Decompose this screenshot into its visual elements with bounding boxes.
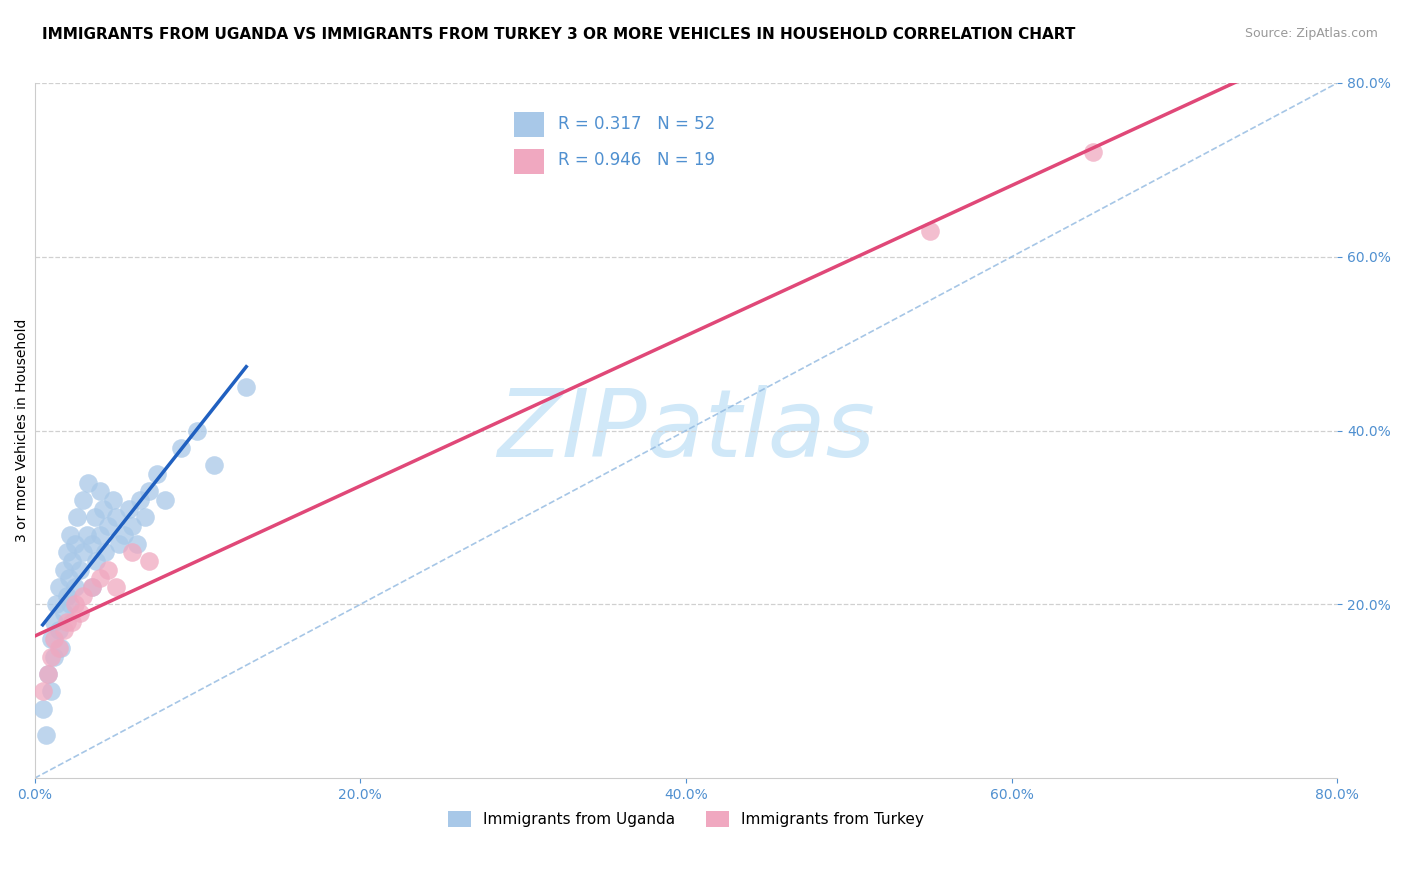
Point <box>80 580 103 594</box>
Point <box>48 580 70 594</box>
Point <box>37 667 59 681</box>
Point <box>39 632 62 647</box>
Point <box>80 536 103 550</box>
Point <box>97 563 120 577</box>
Point <box>72 545 94 559</box>
Y-axis label: 3 or more Vehicles in Household: 3 or more Vehicles in Household <box>15 319 30 542</box>
Point <box>45 598 67 612</box>
Point <box>170 441 193 455</box>
Point <box>202 458 225 473</box>
Point <box>97 519 120 533</box>
Point <box>39 684 62 698</box>
Point <box>52 606 75 620</box>
Point <box>52 624 75 638</box>
Point <box>65 598 87 612</box>
Point <box>89 571 111 585</box>
Point <box>235 380 257 394</box>
Point <box>66 510 89 524</box>
Point <box>93 545 115 559</box>
Point <box>77 475 100 490</box>
Legend: Immigrants from Uganda, Immigrants from Turkey: Immigrants from Uganda, Immigrants from … <box>441 805 929 833</box>
Point <box>104 580 127 594</box>
Point <box>121 545 143 559</box>
Point <box>118 501 141 516</box>
Point <box>42 649 65 664</box>
Point <box>129 493 152 508</box>
Point <box>89 484 111 499</box>
Point <box>186 424 208 438</box>
Point <box>60 554 83 568</box>
Point <box>58 571 80 585</box>
Point <box>108 536 131 550</box>
Text: ZIPatlas: ZIPatlas <box>498 385 875 476</box>
Point <box>138 484 160 499</box>
Point <box>91 501 114 516</box>
Point <box>76 528 98 542</box>
Text: Source: ZipAtlas.com: Source: ZipAtlas.com <box>1244 27 1378 40</box>
Point <box>134 510 156 524</box>
Point <box>80 580 103 594</box>
Point <box>56 615 79 629</box>
Point <box>138 554 160 568</box>
Point <box>86 554 108 568</box>
Text: IMMIGRANTS FROM UGANDA VS IMMIGRANTS FROM TURKEY 3 OR MORE VEHICLES IN HOUSEHOLD: IMMIGRANTS FROM UGANDA VS IMMIGRANTS FRO… <box>42 27 1076 42</box>
Point <box>72 589 94 603</box>
Point <box>52 563 75 577</box>
Point <box>153 493 176 508</box>
Point <box>89 528 111 542</box>
Point <box>121 519 143 533</box>
Point <box>101 493 124 508</box>
Point <box>145 467 167 481</box>
Point <box>48 640 70 655</box>
Point <box>56 545 79 559</box>
Point <box>31 684 53 698</box>
Point <box>69 563 91 577</box>
Point <box>42 615 65 629</box>
Point <box>49 640 72 655</box>
Point <box>59 528 82 542</box>
Point <box>37 667 59 681</box>
Point <box>31 702 53 716</box>
Point <box>48 624 70 638</box>
Point <box>1081 145 1104 160</box>
Point <box>42 632 65 647</box>
Point <box>69 606 91 620</box>
Point <box>59 598 82 612</box>
Point <box>112 528 135 542</box>
Point <box>920 224 942 238</box>
Point <box>127 536 149 550</box>
Point <box>83 510 105 524</box>
Point <box>35 728 58 742</box>
Point <box>65 536 87 550</box>
Point <box>56 589 79 603</box>
Point <box>39 649 62 664</box>
Point <box>72 493 94 508</box>
Point <box>65 580 87 594</box>
Point <box>60 615 83 629</box>
Point <box>104 510 127 524</box>
